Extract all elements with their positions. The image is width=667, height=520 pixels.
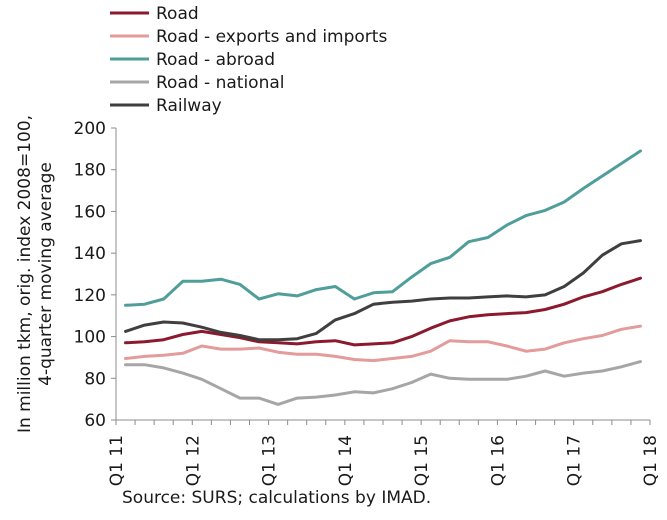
series-layer bbox=[124, 149, 642, 406]
series-line bbox=[124, 239, 642, 342]
legend-label: Road bbox=[156, 4, 199, 24]
x-tick-label: Q1 11 bbox=[107, 435, 127, 486]
y-tick-label: 140 bbox=[74, 244, 106, 264]
y-tick-label: 60 bbox=[84, 411, 106, 431]
legend-label: Railway bbox=[156, 96, 222, 116]
y-tick-label: 120 bbox=[74, 286, 106, 306]
y-tick-label: 180 bbox=[74, 161, 106, 181]
x-tick-label: Q1 14 bbox=[336, 435, 356, 486]
x-tick-label: Q1 16 bbox=[488, 435, 508, 486]
y-tick-label: 100 bbox=[74, 328, 106, 348]
series-line bbox=[124, 360, 642, 406]
y-tick-label: 160 bbox=[74, 202, 106, 222]
axes: 60 80 100 120 140 160 180 200 Q1 11 Q1 12 Q1 13 Q1 … bbox=[74, 119, 661, 486]
series-line bbox=[124, 276, 642, 347]
legend: Road Road - exports and imports Road - abr… bbox=[110, 4, 387, 116]
y-tick-label: 200 bbox=[74, 119, 106, 139]
source-note: Source: SURS; calculations by IMAD. bbox=[122, 488, 431, 508]
x-tick-label: Q1 13 bbox=[260, 435, 280, 486]
legend-label: Road - national bbox=[156, 73, 285, 93]
y-tick-label: 80 bbox=[84, 369, 106, 389]
legend-label: Road - abroad bbox=[156, 50, 275, 70]
x-tick-label: Q1 12 bbox=[183, 435, 203, 486]
y-axis-title-line: In million tkm, orig. index 2008=100, bbox=[15, 115, 35, 433]
y-axis-title-line: 4-quarter moving average bbox=[36, 162, 56, 386]
x-tick-label: Q1 18 bbox=[641, 435, 661, 486]
series-line bbox=[124, 149, 642, 307]
series-line bbox=[124, 324, 642, 363]
y-axis-title: In million tkm, orig. index 2008=100, 4-q… bbox=[15, 115, 56, 433]
x-tick-label: Q1 17 bbox=[565, 435, 585, 486]
x-tick-label: Q1 15 bbox=[412, 435, 432, 486]
legend-label: Road - exports and imports bbox=[156, 27, 387, 47]
